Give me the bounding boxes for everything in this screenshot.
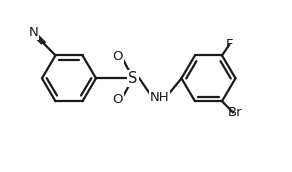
Text: NH: NH [149,92,169,104]
Text: O: O [112,93,123,106]
Text: S: S [128,71,138,86]
Text: N: N [28,26,38,39]
Text: F: F [225,38,233,51]
Text: Br: Br [228,106,243,119]
Text: O: O [112,50,123,63]
